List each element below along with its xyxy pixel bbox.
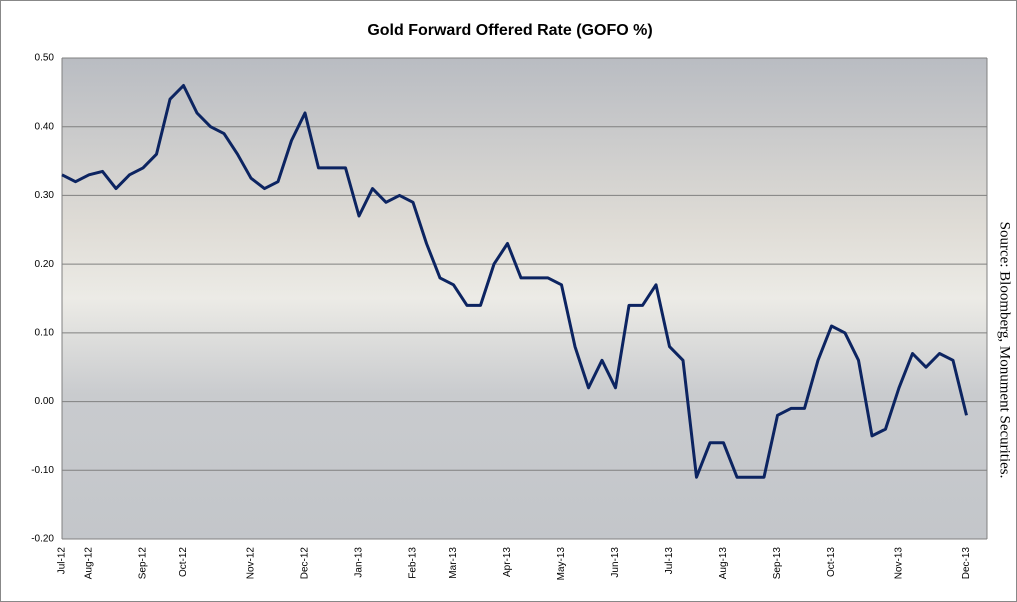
source-note: Source: Bloomberg, Monument Securities. bbox=[997, 222, 1013, 479]
y-tick-label: 0.00 bbox=[35, 396, 55, 407]
x-tick-label: Apr-13 bbox=[502, 547, 513, 577]
x-tick-label: Aug-12 bbox=[84, 547, 95, 580]
x-tick-label: Nov-13 bbox=[894, 547, 905, 580]
x-tick-label: Jun-13 bbox=[610, 547, 621, 578]
x-tick-label: Sep-12 bbox=[138, 547, 149, 580]
y-tick-label: 0.10 bbox=[35, 327, 55, 338]
x-tick-label: May-13 bbox=[556, 547, 567, 581]
x-tick-label: Feb-13 bbox=[408, 547, 419, 579]
x-tick-label: Sep-13 bbox=[772, 547, 783, 580]
chart-title: Gold Forward Offered Rate (GOFO %) bbox=[367, 22, 652, 39]
y-tick-label: 0.40 bbox=[35, 121, 55, 132]
y-tick-label: -0.20 bbox=[31, 534, 54, 545]
x-tick-label: Oct-13 bbox=[826, 547, 837, 577]
y-tick-label: 0.50 bbox=[35, 53, 55, 64]
y-tick-label: -0.10 bbox=[31, 465, 54, 476]
plot-area bbox=[62, 58, 987, 539]
x-tick-label: Dec-12 bbox=[300, 547, 311, 580]
x-tick-label: Dec-13 bbox=[961, 547, 972, 580]
x-tick-label: Oct-12 bbox=[178, 547, 189, 577]
data-line bbox=[61, 84, 968, 479]
x-tick-label: Jul-12 bbox=[57, 547, 68, 575]
x-tick-label: Mar-13 bbox=[448, 547, 459, 579]
x-tick-label: Aug-13 bbox=[718, 547, 729, 580]
y-tick-label: 0.30 bbox=[35, 190, 55, 201]
x-tick-label: Jul-13 bbox=[664, 547, 675, 575]
x-tick-label: Jan-13 bbox=[354, 547, 365, 578]
y-tick-label: 0.20 bbox=[35, 259, 55, 270]
x-tick-label: Nov-12 bbox=[246, 547, 257, 580]
